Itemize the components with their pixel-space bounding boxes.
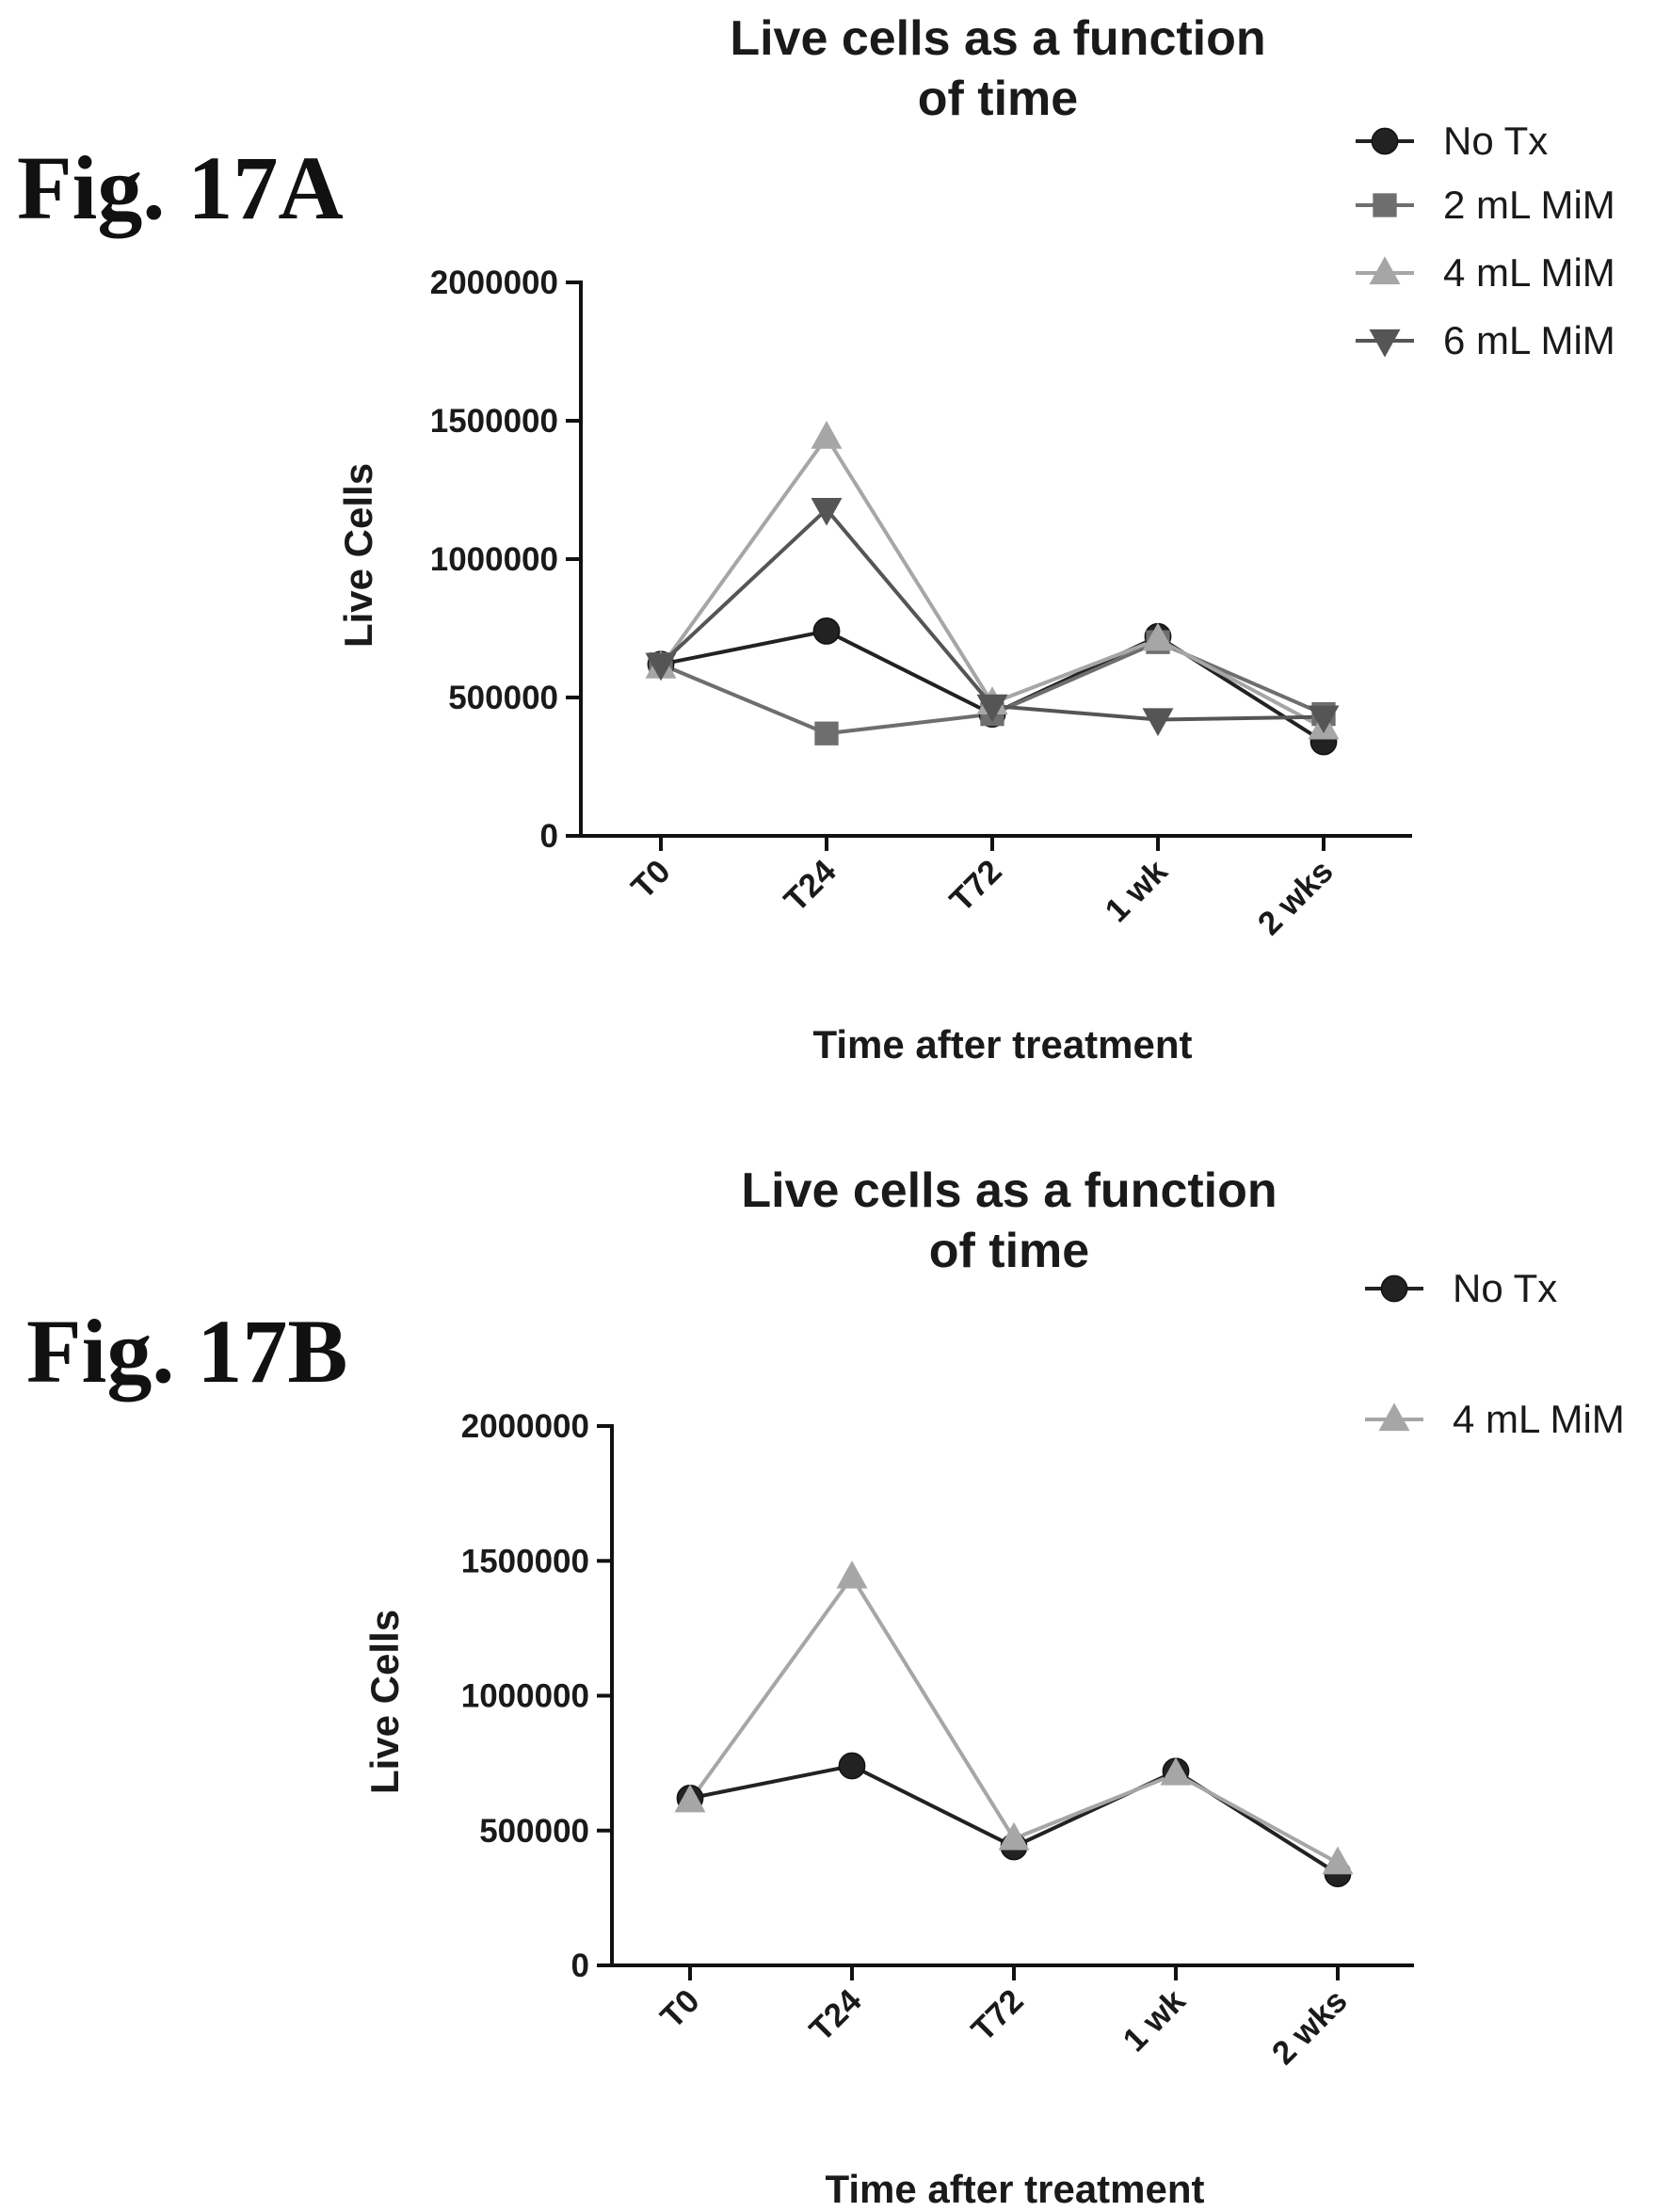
x-tick-label: T72	[964, 1982, 1030, 2048]
y-tick-label: 2000000	[461, 1408, 589, 1445]
data-point	[1322, 1846, 1354, 1875]
legend-marker	[1371, 127, 1399, 155]
data-point	[814, 721, 839, 745]
figure-label: Fig. 17B	[26, 1301, 347, 1402]
chart-title-line-1: Live cells as a function	[741, 1163, 1277, 1218]
y-tick-label: 0	[571, 1948, 589, 1984]
series-line-2	[688, 1575, 1339, 1865]
y-axis-title: Live Cells	[362, 1610, 407, 1794]
x-tick-label: 2 wks	[1265, 1982, 1355, 2072]
axes: 0 500000 1000000 1500000 2000000 T0 T24 T72 1 wk…	[461, 1408, 1414, 2072]
y-tick-label: 1500000	[461, 1543, 589, 1579]
legend-label: 2 mL MiM	[1443, 183, 1615, 227]
legend: No Tx 4 mL MiM	[1365, 1266, 1625, 1441]
legend-label: No Tx	[1443, 119, 1548, 163]
x-tick-label: T24	[802, 1982, 869, 2049]
data-point	[976, 694, 1008, 723]
data-point	[645, 652, 677, 681]
y-tick-label: 1500000	[430, 403, 558, 440]
chart-title-line-2: of time	[918, 72, 1078, 126]
axes: 0 500000 1000000 1500000 2000000 T0 T24 T72 1 wk…	[430, 264, 1412, 942]
legend: No Tx 2 mL MiM 4 mL MiM 6 mL MiM	[1356, 119, 1615, 362]
y-tick-label: 500000	[448, 680, 558, 716]
chart-title-line-2: of time	[929, 1224, 1089, 1278]
x-tick-label: 1 wk	[1098, 853, 1175, 930]
legend-label: No Tx	[1453, 1266, 1557, 1310]
data-point	[674, 1784, 706, 1813]
data-point	[811, 497, 843, 526]
data-point	[811, 421, 843, 449]
y-tick-label: 500000	[479, 1813, 589, 1850]
x-tick-label: T0	[653, 1982, 706, 2035]
legend-marker	[1373, 193, 1397, 217]
legend-marker	[1369, 329, 1401, 358]
legend-label: 6 mL MiM	[1443, 318, 1615, 362]
x-tick-label: T72	[942, 853, 1008, 919]
data-point	[1142, 708, 1174, 737]
x-axis-title: Time after treatment	[825, 2167, 1204, 2211]
chart-title-line-1: Live cells as a function	[730, 11, 1265, 66]
y-tick-label: 1000000	[461, 1678, 589, 1715]
x-tick-label: 1 wk	[1116, 1982, 1193, 2060]
x-tick-label: T0	[624, 853, 677, 906]
series-layer	[674, 1560, 1354, 1887]
x-tick-label: T24	[777, 853, 844, 920]
data-point	[1160, 1756, 1192, 1786]
figure-17a: Fig. 17A Live cells as a function of tim…	[17, 11, 1615, 1066]
y-tick-label: 2000000	[430, 264, 558, 301]
y-axis-title: Live Cells	[336, 463, 380, 648]
y-tick-label: 0	[540, 818, 558, 855]
y-tick-label: 1000000	[430, 541, 558, 578]
legend-marker	[1378, 1403, 1410, 1432]
data-point	[1308, 705, 1340, 734]
figure-label: Fig. 17A	[17, 137, 344, 238]
figure-17b: Fig. 17B Live cells as a function of tim…	[26, 1163, 1625, 2211]
legend-marker	[1369, 256, 1401, 285]
series-line-3	[659, 435, 1325, 730]
data-point	[998, 1821, 1030, 1851]
data-point	[838, 1752, 866, 1780]
data-point	[1142, 622, 1174, 651]
legend-label: 4 mL MiM	[1453, 1397, 1625, 1441]
x-tick-label: 2 wks	[1251, 853, 1341, 942]
series-layer	[645, 421, 1340, 756]
data-point	[836, 1560, 868, 1589]
legend-marker	[1380, 1274, 1408, 1303]
legend-label: 4 mL MiM	[1443, 250, 1615, 295]
x-axis-title: Time after treatment	[812, 1022, 1192, 1066]
data-point	[812, 617, 841, 645]
